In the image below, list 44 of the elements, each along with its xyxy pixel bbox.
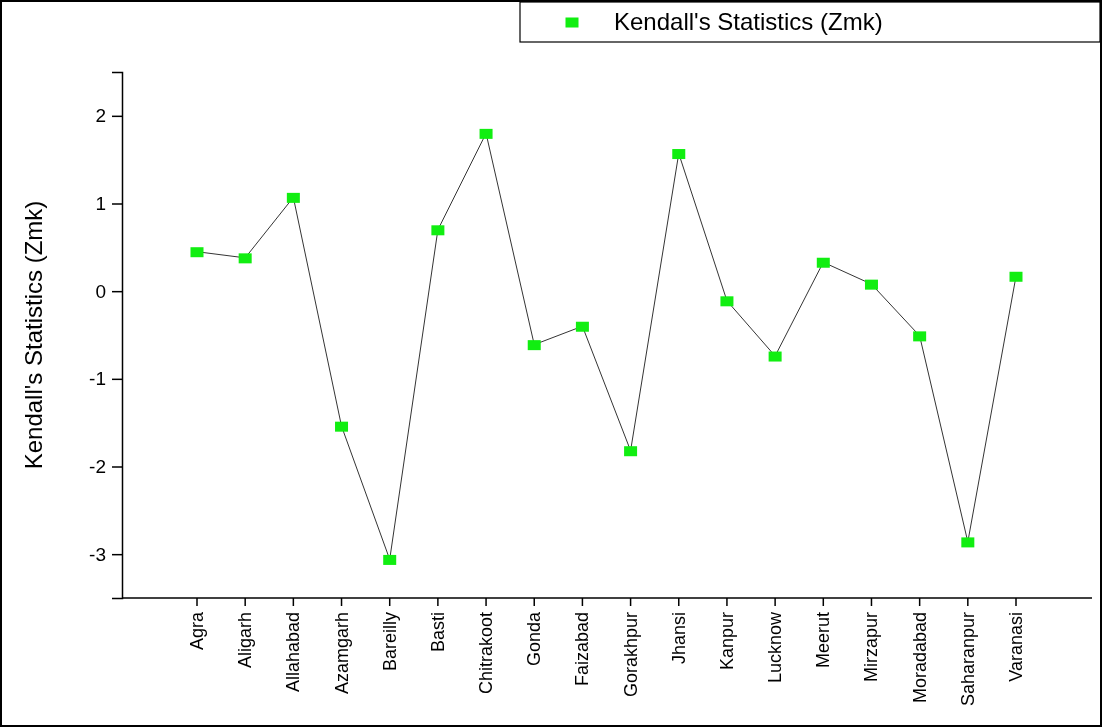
point [286, 192, 300, 203]
point [864, 279, 878, 290]
point [624, 446, 638, 457]
y-tick-label: 2 [95, 105, 106, 127]
point [768, 351, 782, 362]
x-tick-label: Moradabad [909, 612, 930, 704]
y-tick-label: 0 [95, 280, 106, 302]
x-tick-label: Allahabad [283, 612, 304, 693]
x-tick-label: Basti [427, 612, 448, 653]
point [238, 253, 252, 264]
point [527, 340, 541, 351]
x-tick-label: Kanpur [716, 612, 737, 671]
x-tick-label: Lucknow [765, 611, 786, 684]
point [816, 257, 830, 268]
x-tick-label: Jhansi [668, 612, 689, 665]
x-tick-label: Bareilly [379, 612, 400, 672]
x-tick-label: Agra [187, 611, 207, 651]
point [479, 128, 493, 139]
x-tick-label: Mirzapur [861, 612, 882, 683]
y-tick-label: -3 [89, 543, 106, 565]
point [431, 225, 445, 236]
x-tick-label: Gorakhpur [620, 612, 641, 698]
x-tick-label: Saharanpur [957, 612, 978, 707]
point [913, 331, 927, 342]
x-tick-label: Chitrakoot [476, 612, 497, 695]
point [1009, 271, 1023, 282]
point [575, 321, 589, 332]
x-tick-label: Meerut [813, 612, 834, 669]
point [961, 537, 975, 548]
y-axis-title: Kendall's Statistics (Zmk) [20, 200, 47, 470]
legend-label: Kendall's Statistics (Zmk) [614, 8, 883, 36]
x-tick-label: Faizabad [572, 612, 593, 687]
x-tick-label: Aligarh [235, 612, 256, 669]
point [190, 247, 204, 258]
point [335, 421, 349, 432]
point [672, 149, 686, 160]
x-tick-label: Varanasi [1006, 612, 1026, 682]
y-tick-label: -2 [89, 456, 106, 478]
y-tick-label: -1 [89, 368, 106, 390]
point [383, 554, 397, 565]
x-tick-label: Gonda [524, 611, 545, 667]
x-tick-label: Azamgarh [331, 612, 352, 695]
point [720, 296, 734, 307]
y-tick-label: 1 [95, 193, 106, 215]
